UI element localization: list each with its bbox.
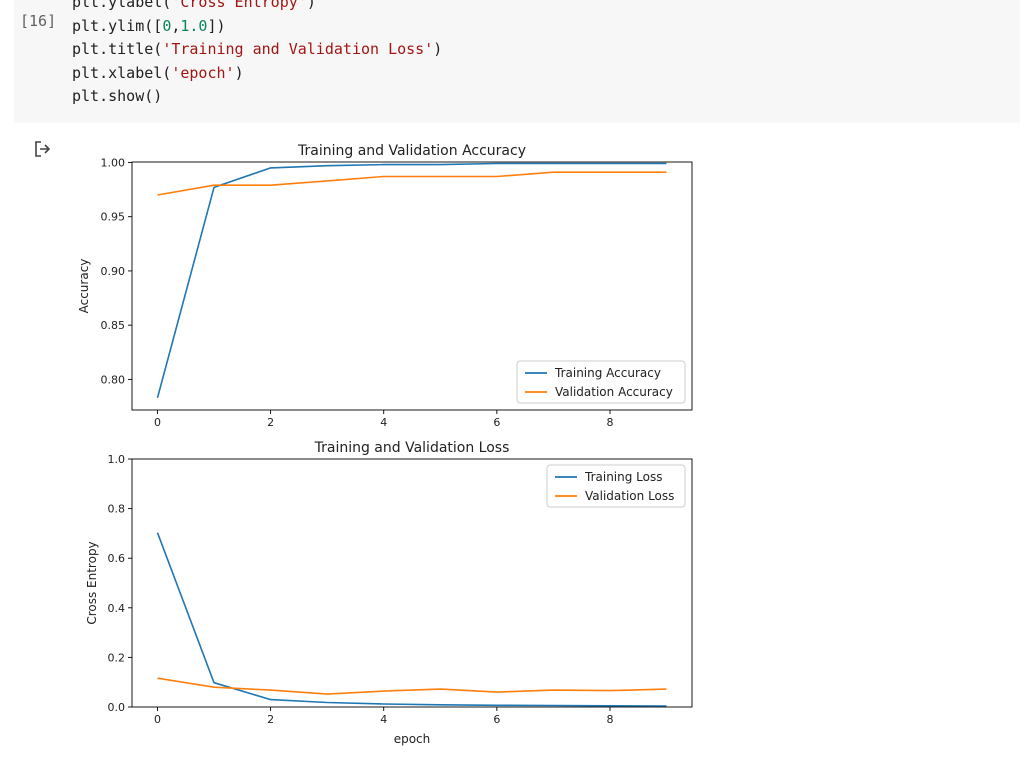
x-tick-label: 8 (606, 416, 613, 429)
code-line: plt.xlabel('epoch') (72, 63, 244, 82)
code-line: plt.ylabel('Cross Entropy') (72, 0, 316, 11)
y-tick-label: 1.0 (108, 453, 126, 466)
legend-label: Training Loss (584, 470, 662, 484)
code-line: plt.ylim([0,1.0]) (72, 16, 226, 35)
y-tick-label: 0.8 (108, 503, 126, 516)
series-line-validation (157, 171, 667, 196)
chart-title: Training and Validation Loss (314, 440, 510, 456)
y-tick-label: 0.6 (108, 552, 126, 565)
execution-count: [16] (20, 12, 57, 30)
output-arrow-icon[interactable] (32, 139, 52, 159)
legend-label: Validation Loss (585, 489, 674, 503)
x-tick-label: 0 (154, 416, 161, 429)
series-line-training (156, 532, 667, 707)
legend-label: Validation Accuracy (555, 385, 673, 399)
series-line-validation (157, 677, 667, 695)
x-tick-label: 4 (380, 416, 387, 429)
y-axis-label: Cross Entropy (85, 541, 99, 624)
y-tick-label: 0.95 (101, 211, 126, 224)
x-tick-label: 4 (380, 713, 387, 726)
y-tick-label: 0.85 (101, 319, 126, 332)
code-cell[interactable] (14, 0, 1020, 123)
axes-frame (131, 458, 693, 708)
y-tick-label: 0.4 (108, 602, 126, 615)
code-line: plt.title('Training and Validation Loss'… (72, 40, 443, 58)
x-tick-label: 2 (267, 416, 274, 429)
y-tick-label: 0.90 (101, 265, 126, 278)
y-tick-label: 1.00 (101, 156, 126, 169)
y-axis-label: Accuracy (77, 259, 91, 314)
series-line-training (156, 162, 667, 399)
legend-label: Training Accuracy (554, 366, 661, 380)
y-tick-label: 0.80 (101, 373, 126, 386)
x-tick-label: 0 (154, 713, 161, 726)
x-axis-label: epoch (394, 732, 431, 746)
axes-frame (131, 161, 693, 411)
legend-box (516, 360, 686, 404)
x-tick-label: 8 (606, 713, 613, 726)
code-editor[interactable]: plt.ylabel('Cross Entropy') plt.ylim([0,… (72, 0, 442, 109)
y-tick-label: 0.0 (108, 701, 126, 714)
chart-title: Training and Validation Accuracy (297, 143, 526, 159)
x-tick-label: 6 (493, 713, 500, 726)
x-tick-label: 6 (493, 416, 500, 429)
y-tick-label: 0.2 (108, 651, 126, 664)
code-line: plt.show() (72, 87, 163, 105)
x-tick-label: 2 (267, 713, 274, 726)
legend-box (546, 464, 686, 508)
